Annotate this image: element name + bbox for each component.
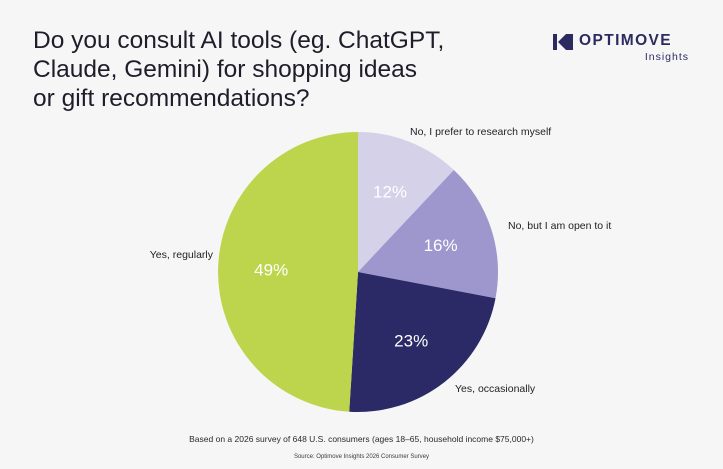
pie-slice-1 xyxy=(358,132,454,272)
pie-value-label-4: 49% xyxy=(254,260,288,279)
survey-footnote: Based on a 2026 survey of 648 U.S. consu… xyxy=(189,434,534,444)
pie-slice-3 xyxy=(349,272,496,412)
pie-category-label-3: Yes, occasionally xyxy=(455,383,536,395)
pie-value-label-1: 12% xyxy=(373,182,407,201)
pie-category-label-4: Yes, regularly xyxy=(150,249,214,261)
brand-logo: OPTIMOVE Insights xyxy=(531,32,691,68)
pie-category-label-2: No, but I am open to it xyxy=(508,220,611,232)
pie-slice-2 xyxy=(358,169,499,299)
chart-title-line-3: or gift recommendations? xyxy=(33,85,310,112)
chart-title: Do you consult AI tools (eg. ChatGPT, Cl… xyxy=(33,26,473,113)
pie-value-label-3: 23% xyxy=(394,332,428,351)
chart-title-line-1: Do you consult AI tools (eg. ChatGPT, xyxy=(33,27,445,54)
pie-slice-4 xyxy=(218,132,358,412)
pie-value-label-2: 16% xyxy=(424,236,458,255)
pie-category-label-1: No, I prefer to research myself xyxy=(410,126,551,138)
brand-name: OPTIMOVE xyxy=(579,32,673,49)
chart-title-line-2: Claude, Gemini) for shopping ideas xyxy=(33,56,418,83)
source-note: Source: Optimove Insights 2026 Consumer … xyxy=(293,454,430,460)
brand-subtitle: Insights xyxy=(644,51,689,63)
optimove-logo-icon xyxy=(553,34,573,50)
